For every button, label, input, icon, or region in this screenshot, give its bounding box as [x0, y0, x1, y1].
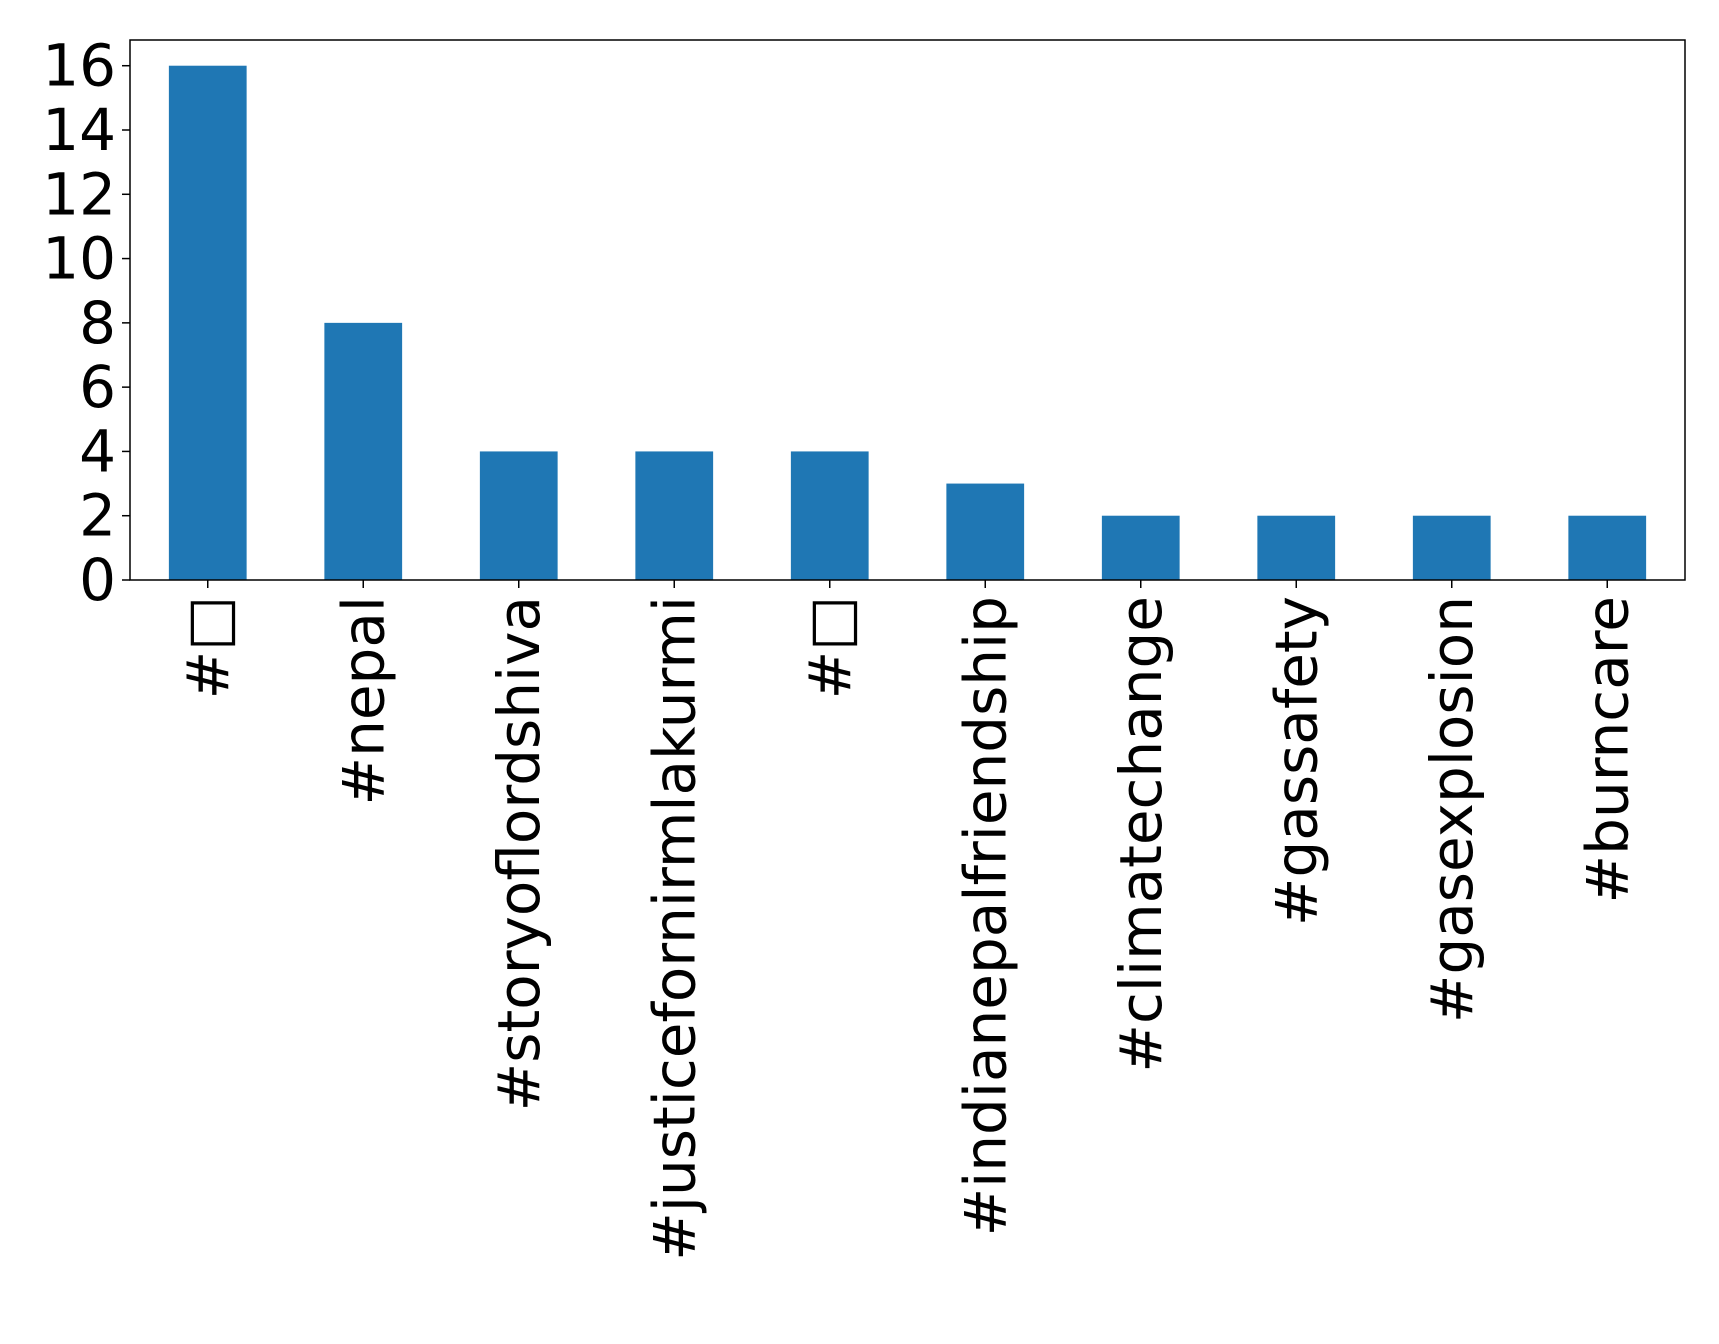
- y-tick-label: 0: [79, 546, 116, 614]
- bar: [1568, 515, 1647, 580]
- bar: [946, 483, 1025, 580]
- bar: [1101, 515, 1180, 580]
- bar: [1257, 515, 1336, 580]
- x-tick-label: #climatechange: [1107, 596, 1175, 1073]
- y-tick-label: 2: [79, 482, 116, 550]
- x-tick-label: #gasexplosion: [1418, 596, 1486, 1023]
- x-tick-label: #burncare: [1573, 596, 1641, 903]
- bar: [324, 322, 403, 580]
- x-tick-label: #justicefornirmlakurmi: [640, 596, 708, 1261]
- y-tick-label: 8: [79, 289, 116, 357]
- x-tick-label: #indianepalfriendship: [951, 596, 1019, 1236]
- plot-frame: [129, 39, 1686, 581]
- x-tick-label: #nepal: [329, 596, 397, 806]
- bar: [479, 451, 558, 580]
- x-axis: #□ #nepal #storyoflordshiva #justicefornirm…: [174, 580, 1641, 1261]
- y-tick-label: 10: [42, 225, 116, 293]
- y-tick-label: 12: [42, 160, 116, 228]
- x-tick-label: #gassafety: [1262, 596, 1330, 926]
- x-tick-label: #□: [174, 596, 242, 699]
- bar: [790, 451, 869, 580]
- y-tick-label: 14: [42, 96, 116, 164]
- x-tick-label: #storyoflordshiva: [485, 596, 553, 1111]
- bar: [1412, 515, 1491, 580]
- y-tick-label: 6: [79, 353, 116, 421]
- x-tick-label: #□: [796, 596, 864, 699]
- bar: [635, 451, 714, 580]
- y-tick-label: 16: [42, 32, 116, 100]
- y-tick-label: 4: [79, 417, 116, 485]
- bar: [168, 65, 247, 580]
- bars: [168, 65, 1647, 580]
